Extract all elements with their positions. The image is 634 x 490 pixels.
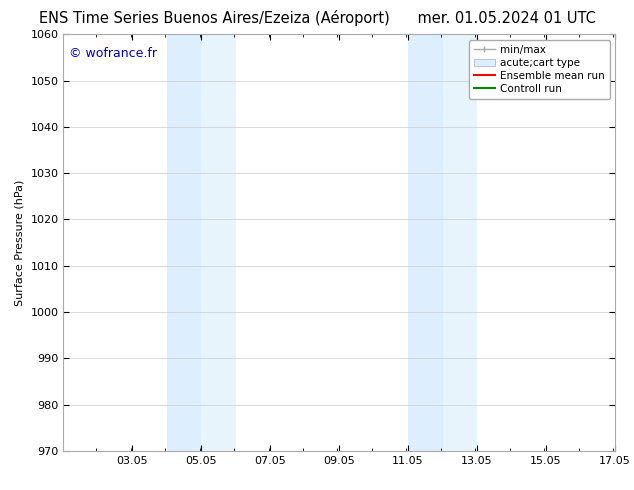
Bar (202, 34, 236, 451)
Bar (167, 34, 201, 451)
Text: © wofrance.fr: © wofrance.fr (69, 47, 157, 60)
Y-axis label: Surface Pressure (hPa): Surface Pressure (hPa) (15, 179, 25, 306)
Legend: min/max, acute;cart type, Ensemble mean run, Controll run: min/max, acute;cart type, Ensemble mean … (469, 40, 610, 99)
Text: ENS Time Series Buenos Aires/Ezeiza (Aéroport)      mer. 01.05.2024 01 UTC: ENS Time Series Buenos Aires/Ezeiza (Aér… (39, 10, 595, 26)
Bar (408, 34, 443, 451)
Bar (443, 34, 477, 451)
